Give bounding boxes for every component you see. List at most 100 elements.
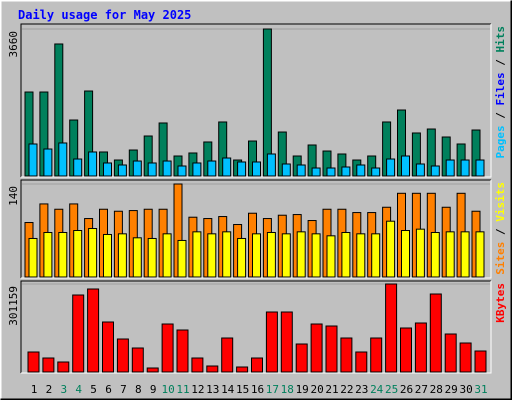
x-tick-label: 26 (400, 383, 413, 396)
bar (325, 325, 338, 373)
bar (222, 157, 232, 177)
bar (132, 160, 142, 177)
x-tick-label: 13 (206, 383, 219, 396)
bar (326, 167, 336, 177)
bar (192, 162, 202, 177)
bar (221, 337, 234, 373)
side-label-space (494, 222, 507, 229)
bar (206, 365, 219, 373)
bar (58, 142, 68, 177)
bar (310, 323, 323, 373)
bar (341, 231, 351, 278)
bar (192, 231, 202, 278)
bar (103, 162, 112, 177)
chart-title: Daily usage for May 2025 (18, 8, 191, 22)
side-label: Sites / Visits (494, 182, 507, 275)
bar (386, 158, 396, 177)
bar (102, 321, 114, 373)
bar (57, 361, 70, 373)
bar (460, 159, 470, 177)
bar (280, 311, 293, 373)
bar (28, 143, 38, 177)
x-tick-label: 12 (191, 383, 204, 396)
x-tick-label: 24 (370, 383, 384, 396)
side-label-part: / (494, 112, 507, 119)
bar (326, 235, 336, 278)
y-tick-label: 140 (7, 186, 20, 206)
x-tick-label: 8 (135, 383, 142, 396)
bar (43, 231, 53, 278)
panel-bevel-dark (20, 280, 491, 373)
bar (251, 357, 263, 373)
bar (87, 288, 100, 373)
bar (266, 153, 276, 177)
bar (58, 231, 68, 278)
bar (445, 159, 455, 177)
side-label-part: / (494, 59, 507, 66)
bar (371, 167, 381, 177)
x-tick-label: 17 (266, 383, 279, 396)
bar (445, 231, 455, 278)
bar (401, 230, 410, 278)
bar (370, 337, 383, 373)
bar (191, 357, 204, 373)
bar (311, 233, 321, 278)
bar (222, 231, 232, 278)
bar (88, 151, 98, 177)
bar (73, 230, 83, 278)
side-label: KBytes (494, 283, 507, 323)
bar (475, 159, 485, 177)
side-label-part: KBytes (494, 283, 507, 323)
bar (177, 165, 187, 177)
bar (430, 231, 440, 278)
x-tick-label: 14 (221, 383, 235, 396)
x-tick-label: 28 (430, 383, 443, 396)
panel-bevel-dark (20, 179, 491, 278)
x-tick-label: 29 (445, 383, 458, 396)
bar (117, 164, 127, 177)
bar (207, 160, 217, 177)
bar (28, 237, 38, 278)
x-tick-label: 15 (236, 383, 249, 396)
side-label-part: Sites (494, 242, 507, 275)
x-tick-label: 9 (150, 383, 157, 396)
bar (266, 231, 276, 278)
bar (103, 233, 112, 278)
bar (42, 357, 55, 373)
x-tick-label: 3 (60, 383, 67, 396)
bar (162, 233, 172, 278)
x-tick-label: 6 (105, 383, 112, 396)
y-tick-label: 3660 (7, 31, 20, 58)
bar (355, 351, 368, 373)
x-tick-label: 21 (325, 383, 338, 396)
bar (281, 163, 291, 177)
side-label-part: Files (494, 72, 507, 105)
side-label-part: Pages (494, 125, 507, 158)
x-tick-label: 20 (310, 383, 323, 396)
x-tick-label: 27 (415, 383, 428, 396)
side-label-space (494, 119, 507, 126)
bar (296, 231, 306, 278)
bar (162, 160, 172, 177)
bar (356, 164, 366, 177)
bar (252, 161, 261, 177)
x-tick-label: 19 (296, 383, 309, 396)
panel-bevel-light (21, 180, 492, 279)
x-tick-label: 4 (75, 383, 82, 396)
bar (341, 166, 351, 177)
bar (147, 237, 157, 278)
bar (444, 333, 457, 373)
bar (265, 311, 278, 373)
bar (386, 220, 396, 278)
x-tick-label: 22 (340, 383, 353, 396)
bar (429, 293, 442, 373)
bar (252, 233, 261, 278)
bar (415, 163, 425, 177)
bar (371, 233, 381, 278)
panel-bevel-light (21, 24, 492, 178)
side-label: Pages / Files / Hits (494, 26, 507, 159)
bar (430, 165, 440, 177)
bar (131, 347, 144, 373)
